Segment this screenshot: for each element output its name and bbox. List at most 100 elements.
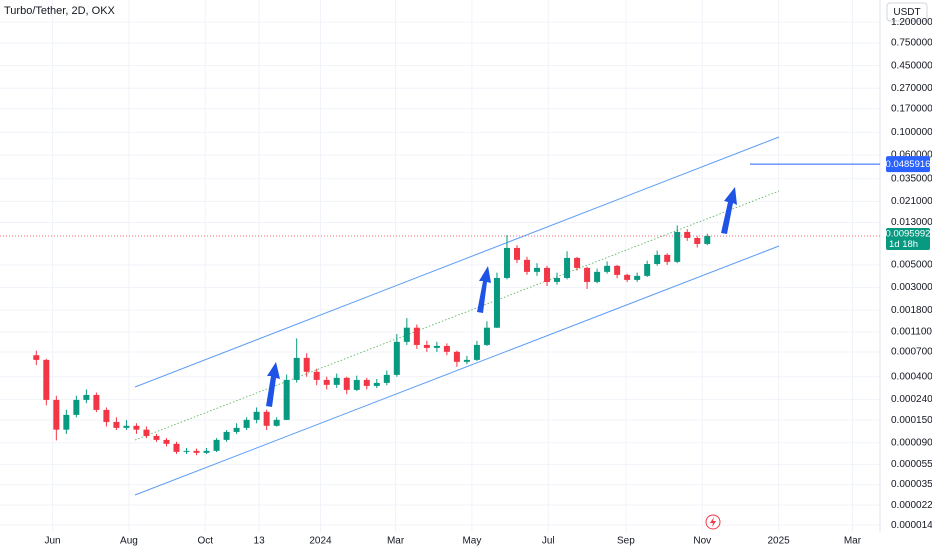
channel-middle bbox=[134, 190, 780, 441]
alert-price-label: 0.0485916 bbox=[886, 159, 931, 170]
currency-button[interactable] bbox=[886, 2, 928, 22]
candle-body bbox=[614, 265, 621, 275]
chart-title: Turbo/Tether, 2D, OKX bbox=[4, 5, 116, 17]
candle-body bbox=[503, 247, 510, 278]
candle-body bbox=[203, 450, 210, 453]
y-tick-label: 0.0000140 bbox=[891, 520, 932, 531]
x-tick-label: 13 bbox=[254, 536, 266, 547]
candle-body bbox=[353, 379, 360, 390]
candle-body bbox=[534, 267, 541, 272]
candle-body bbox=[574, 257, 581, 268]
candle-body bbox=[694, 237, 701, 244]
candle-body bbox=[383, 374, 390, 383]
candle-body bbox=[93, 394, 100, 410]
currency-label[interactable]: USDT bbox=[893, 7, 920, 18]
candle-body bbox=[644, 263, 651, 276]
candle-body bbox=[303, 357, 310, 372]
candle-body bbox=[153, 435, 160, 440]
x-tick-label: 2024 bbox=[309, 536, 332, 547]
x-tick-label: Sep bbox=[617, 536, 635, 547]
candle-body bbox=[83, 394, 90, 400]
candle-body bbox=[513, 247, 520, 260]
candle-body bbox=[413, 327, 420, 345]
candle-body bbox=[624, 274, 631, 280]
x-tick-label: Aug bbox=[120, 536, 138, 547]
candle-body bbox=[293, 357, 300, 380]
candle-body bbox=[453, 351, 460, 362]
candle-body bbox=[223, 431, 230, 440]
candle-body bbox=[544, 267, 551, 282]
x-tick-label: Mar bbox=[844, 536, 862, 547]
candle-body bbox=[473, 344, 480, 360]
x-tick-label: Nov bbox=[693, 536, 711, 547]
candle-body bbox=[63, 414, 70, 430]
candle-body bbox=[213, 439, 220, 451]
arrow bbox=[266, 362, 280, 407]
candle-body bbox=[373, 382, 380, 386]
candle-body bbox=[554, 277, 561, 282]
x-tick-label: Oct bbox=[198, 536, 214, 547]
arrow bbox=[477, 266, 491, 313]
candle-body bbox=[523, 259, 530, 272]
channel-upper bbox=[134, 136, 780, 388]
event-icon-bolt bbox=[710, 517, 716, 527]
candle-body bbox=[704, 235, 711, 244]
candle-body bbox=[243, 419, 250, 428]
candles bbox=[33, 225, 711, 456]
candle-body bbox=[604, 265, 611, 272]
candle-body bbox=[664, 254, 671, 262]
candle-body bbox=[463, 359, 470, 362]
candle-body bbox=[183, 450, 190, 452]
candle-body bbox=[163, 439, 170, 444]
candle-body bbox=[313, 371, 320, 380]
candle-body bbox=[443, 345, 450, 352]
arrow bbox=[721, 187, 737, 234]
x-tick-label: Jun bbox=[45, 536, 61, 547]
channel-lower bbox=[134, 245, 780, 496]
candle-body bbox=[674, 231, 681, 262]
candle-body bbox=[594, 271, 601, 282]
x-tick-label: Mar bbox=[387, 536, 405, 547]
candle-body bbox=[143, 429, 150, 436]
x-tick-label: Jul bbox=[542, 536, 555, 547]
candle-body bbox=[123, 425, 130, 428]
grid bbox=[0, 0, 880, 532]
candle-body bbox=[403, 327, 410, 342]
candle-body bbox=[53, 399, 60, 430]
candle-body bbox=[343, 377, 350, 390]
candle-body bbox=[333, 377, 340, 385]
candle-body bbox=[103, 409, 110, 422]
countdown-label: 1d 18h bbox=[889, 239, 918, 250]
x-tick-label: 2025 bbox=[767, 536, 790, 547]
candle-body bbox=[433, 345, 440, 348]
candle-body bbox=[233, 427, 240, 432]
candle-body bbox=[113, 421, 120, 428]
alert-price-box bbox=[886, 156, 930, 173]
candle-body bbox=[193, 450, 200, 453]
last-price-box bbox=[886, 227, 930, 250]
candle-body bbox=[493, 277, 500, 328]
candle-body bbox=[33, 355, 40, 360]
